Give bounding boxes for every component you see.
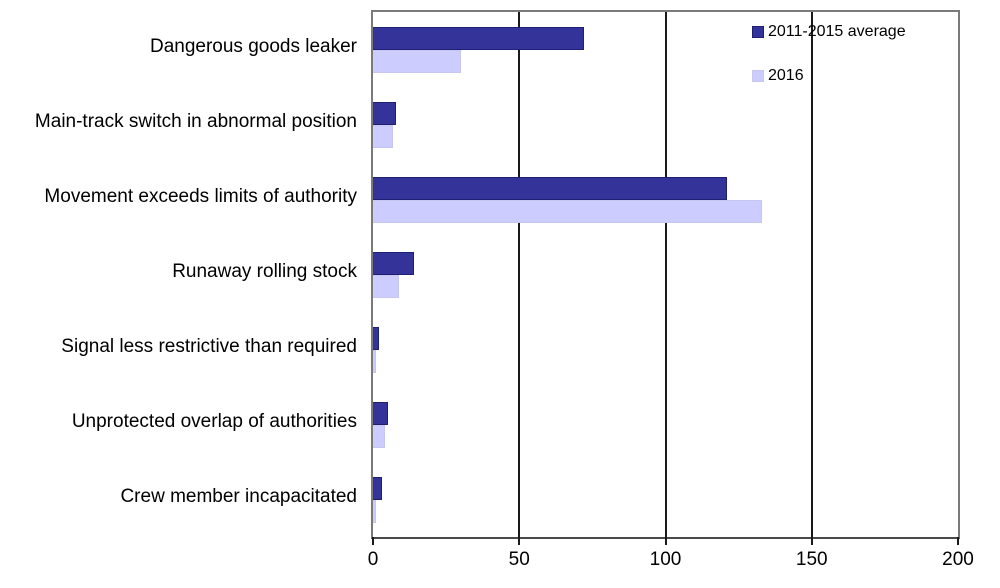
legend-item-average: 2011-2015 average	[752, 23, 906, 41]
legend-swatch-average	[752, 26, 764, 38]
category-label: Main-track switch in abnormal position	[34, 111, 357, 133]
bar-average	[373, 401, 388, 425]
bar-average	[373, 476, 382, 500]
legend-swatch-2016	[752, 70, 764, 82]
bar-2016	[373, 424, 385, 448]
gridline	[664, 12, 667, 537]
category-label: Signal less restrictive than required	[61, 336, 357, 358]
bar-group	[373, 462, 958, 537]
x-tick-label: 100	[649, 549, 682, 570]
bar-2016	[373, 199, 763, 223]
bar-2016	[373, 274, 400, 298]
legend-item-2016: 2016	[752, 67, 906, 85]
bar-2016	[373, 124, 394, 148]
x-tick-mark	[518, 537, 521, 545]
gridline	[810, 12, 813, 537]
bar-group	[373, 237, 958, 312]
bars-container	[373, 12, 958, 537]
category-label: Dangerous goods leaker	[149, 36, 357, 58]
bar-2016	[373, 49, 461, 73]
bar-group	[373, 387, 958, 462]
gridline	[518, 12, 521, 537]
x-tick-mark	[372, 537, 374, 545]
bar-average	[373, 326, 379, 350]
legend: 2011-2015 average 2016	[752, 23, 906, 111]
x-tick-label: 150	[795, 549, 828, 570]
legend-label-2016: 2016	[768, 67, 804, 84]
bar-2016	[373, 349, 376, 373]
bar-average	[373, 101, 397, 125]
x-tick-mark	[664, 537, 667, 545]
category-label: Runaway rolling stock	[172, 261, 357, 283]
x-tick-label: 50	[508, 549, 530, 570]
bar-group	[373, 312, 958, 387]
x-tick-mark	[810, 537, 813, 545]
bar-group	[373, 87, 958, 162]
plot-area	[371, 10, 960, 539]
bar-group	[373, 162, 958, 237]
bar-group	[373, 12, 958, 87]
category-axis: Dangerous goods leaker Main-track switch …	[0, 10, 362, 535]
bar-average	[373, 26, 584, 50]
legend-label-average: 2011-2015 average	[768, 23, 906, 40]
x-tick-mark	[957, 537, 959, 545]
category-label: Unprotected overlap of authorities	[71, 411, 357, 433]
x-tick-label: 0	[367, 549, 379, 570]
bar-average	[373, 176, 727, 200]
category-label: Movement exceeds limits of authority	[44, 186, 357, 208]
bar-2016	[373, 499, 376, 523]
category-label: Crew member incapacitated	[120, 486, 357, 508]
bar-average	[373, 251, 414, 275]
x-tick-label: 200	[942, 549, 974, 570]
